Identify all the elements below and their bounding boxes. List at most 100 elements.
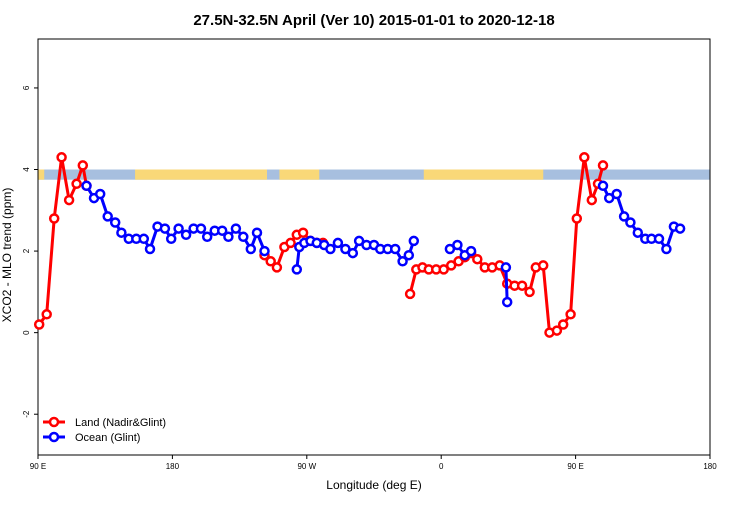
ocean-point-0-3 [102,211,113,222]
ocean-point-4-5 [632,227,644,238]
ocean-point-0-4 [109,217,121,228]
legend-land-marker [48,416,60,428]
x-tick-label-5: 180 [703,462,717,471]
land-ocean-band [38,169,710,180]
land-point-0-5 [71,178,82,190]
ocean-point-0-16 [195,223,207,234]
land-point-2-10 [472,253,483,265]
y-tick-label-3: 4 [22,167,31,172]
y-tick-label-1: 0 [22,330,31,335]
ocean-series [81,180,686,308]
ocean-point-0-13 [173,223,184,234]
ocean-point-1-9 [347,247,359,259]
ocean-point-0-0 [81,180,92,192]
land-point-2-28 [597,160,609,171]
land-point-0-6 [77,160,89,171]
ocean-point-2-3 [465,245,477,257]
ocean-point-1-17 [403,249,415,261]
legend-ocean-marker [48,431,60,443]
land-series [33,152,609,338]
land-point-0-1 [41,309,52,320]
land-point-0-4 [63,194,75,206]
ocean-point-1-18 [408,235,420,247]
legend: Land (Nadir&Glint) Ocean (Glint) [43,416,166,444]
ocean-point-4-8 [653,233,665,245]
ocean-point-4-3 [618,211,630,222]
ocean-point-0-14 [180,229,192,241]
axis-ticks: 90 E 180 90 W 0 90 E 180 -2 0 2 4 6 [22,85,717,471]
legend-ocean-label: Ocean (Glint) [75,432,140,444]
ocean-point-4-1 [603,192,615,204]
land-point-1-6 [297,227,309,238]
land-point-2-19 [537,260,549,271]
ocean-point-0-11 [159,223,171,234]
ocean-point-1-8 [340,243,351,255]
ocean-point-4-0 [597,180,609,192]
legend-land-label: Land (Nadir&Glint) [75,417,166,429]
ocean-point-4-4 [625,217,636,228]
ocean-point-1-6 [325,243,336,255]
land-point-2-17 [524,286,535,298]
ocean-point-1-7 [332,237,344,249]
land-point-2-22 [557,319,569,330]
land-point-2-24 [571,213,583,224]
ocean-line-segment-3 [504,267,509,303]
y-tick-label-4: 6 [22,85,31,90]
land-point-2-23 [565,309,576,320]
land-point-2-5 [438,264,449,275]
land-band-0 [38,169,45,180]
ocean-point-0-5 [116,227,127,238]
chart-title: 27.5N-32.5N April (Ver 10) 2015-01-01 to… [193,12,554,29]
x-tick-label-3: 0 [439,462,444,471]
ocean-point-1-10 [353,235,365,247]
ocean-point-4-9 [661,243,672,255]
land-point-1-4 [285,237,296,249]
land-point-2-26 [586,194,598,206]
land-point-1-1 [265,256,276,267]
ocean-point-0-22 [238,231,249,243]
land-point-2-21 [551,325,563,336]
ocean-point-0-8 [138,233,150,245]
ocean-point-0-23 [245,243,257,255]
x-tick-label-1: 180 [166,462,180,471]
ocean-point-0-21 [230,223,242,234]
ocean-point-3-1 [501,296,513,308]
x-axis-label: Longitude (deg E) [326,478,421,492]
ocean-point-0-9 [144,243,156,255]
ocean-point-4-11 [674,223,686,234]
y-tick-label-2: 2 [22,248,31,253]
ocean-point-0-20 [223,231,234,243]
land-point-2-6 [445,260,457,271]
ocean-point-0-25 [259,245,270,257]
ocean-point-3-0 [500,262,512,273]
series-layer [33,152,686,338]
land-band-1 [135,169,267,180]
land-band-2 [279,169,320,180]
ocean-point-1-15 [389,243,401,255]
x-tick-label-2: 90 W [297,462,316,471]
ocean-band [38,169,710,180]
land-point-0-2 [48,213,60,224]
ocean-point-1-16 [397,256,408,267]
ocean-point-0-12 [165,233,177,245]
land-point-1-2 [271,262,283,273]
ocean-point-2-1 [452,239,463,251]
land-band-3 [423,169,544,180]
ocean-point-0-19 [216,225,228,236]
ocean-point-0-24 [251,227,263,238]
y-tick-label-0: -2 [22,410,31,418]
ocean-point-2-0 [444,243,456,255]
plot-frame [37,38,711,456]
x-tick-label-4: 90 E [567,462,583,471]
ocean-point-4-2 [611,188,622,200]
land-point-0-0 [33,319,45,330]
ocean-point-0-17 [201,231,213,243]
x-tick-label-0: 90 E [30,462,46,471]
ocean-point-0-2 [94,188,106,200]
land-point-2-16 [516,280,528,291]
land-point-2-25 [579,152,590,163]
y-axis-label: XCO2 - MLO trend (ppm) [0,188,14,323]
ocean-point-1-0 [291,264,303,275]
